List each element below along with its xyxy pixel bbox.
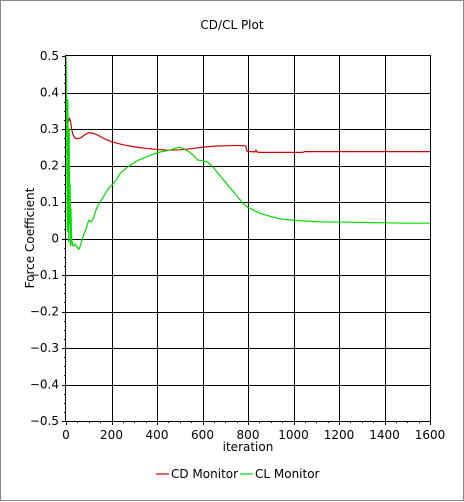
x-tick-label: 800	[237, 428, 260, 442]
legend-label-cd-monitor: CD Monitor	[171, 467, 238, 481]
x-tick-labels: 0 200 400 600 800 1000 1200 1400 1600	[62, 428, 445, 442]
y-axis-label: Force Coefficient	[23, 187, 37, 288]
series-line-cl-monitor	[65, 55, 431, 251]
grid	[66, 56, 430, 421]
x-axis-label: iteration	[223, 440, 274, 454]
legend-label-cl-monitor: CL Monitor	[255, 467, 320, 481]
x-tick-label: 200	[100, 428, 123, 442]
x-tick-label: 400	[146, 428, 169, 442]
y-tick-label: 0.1	[40, 195, 59, 209]
axis-ticks	[62, 56, 431, 425]
y-tick-labels: −0.5 −0.4 −0.3 −0.2 −0.1 0 0.1 0.2 0.3 0.4 0.5	[30, 49, 59, 428]
x-tick-label: 1400	[369, 428, 400, 442]
y-tick-label: 0.2	[40, 159, 59, 173]
x-tick-label: 1600	[415, 428, 446, 442]
legend: CD Monitor CL Monitor	[156, 467, 320, 481]
y-tick-label: −0.2	[30, 305, 59, 319]
x-tick-label: 600	[191, 428, 214, 442]
plot-area	[65, 55, 431, 422]
chart-title: CD/CL Plot	[200, 18, 263, 32]
series-line-cd-monitor	[65, 117, 431, 153]
y-tick-label: −0.5	[30, 414, 59, 428]
y-tick-label: 0.4	[40, 86, 59, 100]
y-tick-label: 0	[51, 232, 59, 246]
x-tick-label: 0	[62, 428, 70, 442]
y-tick-label: −0.1	[30, 268, 59, 282]
y-tick-label: −0.3	[30, 341, 59, 355]
y-tick-label: 0.3	[40, 122, 59, 136]
y-tick-label: −0.4	[30, 378, 59, 392]
x-tick-label: 1000	[278, 428, 309, 442]
series-lines	[65, 55, 431, 251]
y-tick-label: 0.5	[40, 49, 59, 63]
x-tick-label: 1200	[324, 428, 355, 442]
